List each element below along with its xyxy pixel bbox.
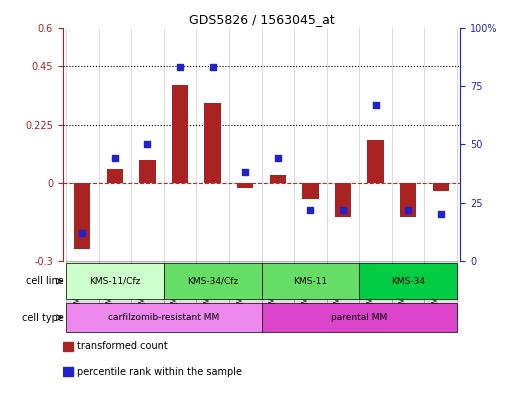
Text: GSM1692590: GSM1692590 [171,263,180,314]
Text: GSM1692595: GSM1692595 [334,263,343,314]
Text: GSM1692588: GSM1692588 [106,263,115,313]
Bar [63,342,73,351]
FancyBboxPatch shape [66,263,164,299]
Bar [63,367,73,376]
FancyBboxPatch shape [327,261,359,318]
FancyBboxPatch shape [359,261,392,318]
Text: GSM1692594: GSM1692594 [301,263,310,314]
Text: GSM1692598: GSM1692598 [431,263,441,313]
FancyBboxPatch shape [66,261,99,318]
Text: GSM1692596: GSM1692596 [367,263,376,314]
FancyBboxPatch shape [66,303,262,332]
Bar [302,183,319,199]
FancyBboxPatch shape [424,261,457,318]
Point [339,207,347,213]
Text: transformed count: transformed count [77,341,167,351]
FancyBboxPatch shape [131,261,164,318]
Bar [367,140,384,183]
Text: GSM1692587: GSM1692587 [73,263,82,313]
Text: GSM1692593: GSM1692593 [269,263,278,314]
Text: carfilzomib-resistant MM: carfilzomib-resistant MM [108,313,219,322]
FancyBboxPatch shape [262,261,294,318]
Text: percentile rank within the sample: percentile rank within the sample [77,367,242,377]
Point [274,155,282,162]
Point [306,207,314,213]
Point [78,230,86,236]
FancyBboxPatch shape [294,261,327,318]
Bar [237,183,253,188]
FancyBboxPatch shape [99,261,131,318]
FancyBboxPatch shape [229,261,262,318]
Title: GDS5826 / 1563045_at: GDS5826 / 1563045_at [189,13,334,26]
Point [371,101,380,108]
Bar [335,183,351,217]
Bar [270,175,286,183]
Text: GSM1692589: GSM1692589 [139,263,147,313]
Text: KMS-34/Cfz: KMS-34/Cfz [187,277,238,286]
Point [404,207,412,213]
Point [143,141,152,147]
Bar [400,183,416,217]
FancyBboxPatch shape [359,263,457,299]
Bar [433,183,449,191]
Text: GSM1692591: GSM1692591 [203,263,213,313]
Bar [172,84,188,183]
Text: KMS-11/Cfz: KMS-11/Cfz [89,277,141,286]
Bar [139,160,156,183]
FancyBboxPatch shape [164,263,262,299]
Text: GSM1692597: GSM1692597 [399,263,408,314]
Bar [74,183,90,250]
Text: KMS-34: KMS-34 [391,277,425,286]
Point [111,155,119,162]
FancyBboxPatch shape [196,261,229,318]
Bar [107,169,123,183]
Point [437,211,445,217]
Text: GSM1692592: GSM1692592 [236,263,245,313]
Point [176,64,184,70]
FancyBboxPatch shape [262,263,359,299]
Point [209,64,217,70]
Text: cell type: cell type [21,312,63,323]
Text: cell line: cell line [26,276,63,286]
Text: parental MM: parental MM [331,313,388,322]
Text: KMS-11: KMS-11 [293,277,327,286]
Bar [204,103,221,183]
FancyBboxPatch shape [262,303,457,332]
FancyBboxPatch shape [392,261,424,318]
FancyBboxPatch shape [164,261,196,318]
Point [241,169,249,175]
